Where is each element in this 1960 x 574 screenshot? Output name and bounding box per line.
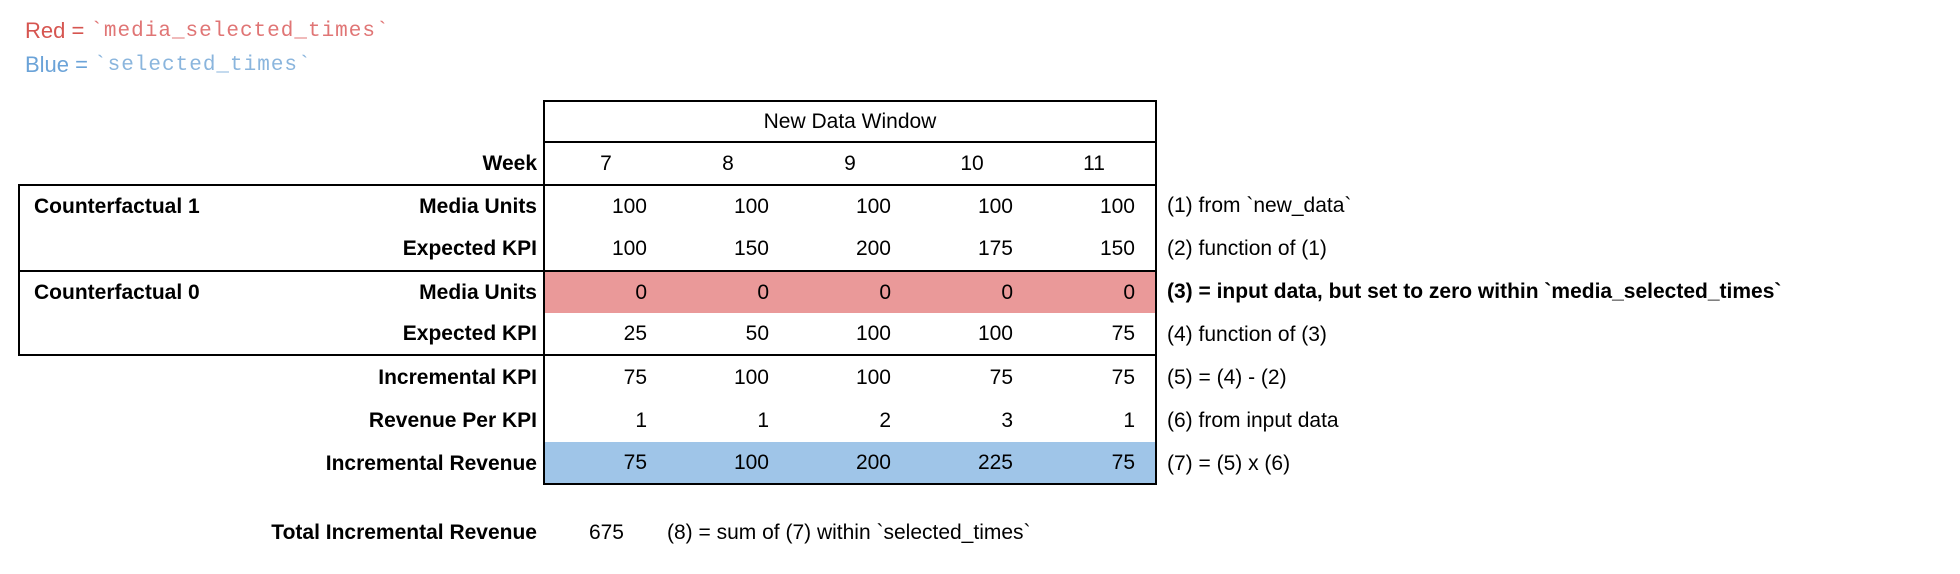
legend-red-line: Red = `media_selected_times` [25,14,390,48]
color-legend: Red = `media_selected_times` Blue = `sel… [25,14,390,82]
counterfactual0-box-top: Counterfactual 0 Media Units [18,270,543,313]
table-cell: 100 [977,194,1013,218]
data-row-block: 100 150 200 175 150 [543,227,1157,270]
row-label: Incremental KPI [378,365,537,389]
table-cell: 100 [855,365,891,389]
row-label: Media Units [419,194,537,218]
table-row-incremental-kpi: Incremental KPI 75 100 100 75 75 (5) = (… [0,356,1960,399]
table-cell: 75 [1111,321,1135,345]
annotation-2: (2) function of (1) [1167,236,1327,260]
legend-red-label: Red = [25,18,85,43]
table-cell: 100 [855,321,891,345]
label-cell: Expected KPI [0,313,543,356]
week-header: 7 [600,151,612,175]
selected-times-highlight-row: 75 100 200 225 75 [543,442,1157,485]
annotation-empty [1157,100,1960,143]
table-cell: 175 [977,236,1013,260]
window-header-label: New Data Window [763,109,937,133]
total-incremental-revenue-row: Total Incremental Revenue 675 (8) = sum … [0,511,1960,555]
table-cell: 0 [757,280,769,304]
table-cell: 1 [757,408,769,432]
table-cell: 2 [879,408,891,432]
table-cell: 75 [1111,365,1135,389]
week-numbers-block: 7 8 9 10 11 [543,143,1157,184]
annotation-7: (7) = (5) x (6) [1167,451,1291,475]
table-cell: 200 [855,236,891,260]
legend-blue-label: Blue = [25,52,88,77]
section-label-counterfactual-0: Counterfactual 0 [34,280,200,304]
table-cell: 75 [1111,450,1135,474]
table-cell: 75 [623,365,647,389]
table-cell: 25 [623,321,647,345]
legend-red-code: `media_selected_times` [90,19,390,43]
table-cell: 100 [855,194,891,218]
table-cell: 1 [1123,408,1135,432]
annotation-1: (1) from `new_data` [1167,193,1352,217]
week-header: 8 [722,151,734,175]
table-cell: 200 [855,450,891,474]
total-label: Total Incremental Revenue [271,521,537,544]
label-cell: Expected KPI [0,227,543,270]
empty-label-cell [0,100,543,143]
annotation-empty [1157,143,1960,184]
legend-blue-line: Blue = `selected_times` [25,48,390,82]
annotation-4: (4) function of (3) [1167,322,1327,346]
data-row-block: 1 1 2 3 1 [543,399,1157,442]
data-row-block: 100 100 100 100 100 [543,184,1157,227]
row-label: Media Units [419,280,537,304]
window-header-block: New Data Window [543,100,1157,143]
table-cell: 0 [1001,280,1013,304]
annotation-6: (6) from input data [1167,408,1339,432]
table-row-cf0-media-units: Counterfactual 0 Media Units 0 0 0 0 0 (… [0,270,1960,313]
week-header: 9 [844,151,856,175]
counterfactual1-box-top: Counterfactual 1 Media Units [18,184,543,227]
row-label: Expected KPI [402,236,537,260]
table-row-revenue-per-kpi: Revenue Per KPI 1 1 2 3 1 (6) from input… [0,399,1960,442]
table-cell: 100 [611,194,647,218]
total-value: 675 [588,521,624,544]
annotation-8: (8) = sum of (7) within `selected_times` [667,521,1031,544]
table-cell: 75 [989,365,1013,389]
table-cell: 150 [733,236,769,260]
data-row-block: 75 100 100 75 75 [543,356,1157,399]
week-header: 10 [960,151,984,175]
counterfactual0-box-bottom: Expected KPI [18,313,543,356]
table-cell: 50 [745,321,769,345]
table-cell: 0 [635,280,647,304]
table-cell: 100 [733,365,769,389]
table-cell: 100 [611,236,647,260]
label-cell: Counterfactual 1 Media Units [0,184,543,227]
table-cell: 0 [1123,280,1135,304]
week-row-label: Week [482,151,537,175]
table-cell: 1 [635,408,647,432]
table-row-weeks: Week 7 8 9 10 11 [0,143,1960,184]
row-label: Incremental Revenue [325,451,537,475]
row-label: Revenue Per KPI [368,408,537,432]
table-cell: 100 [977,321,1013,345]
table-row-cf1-expected-kpi: Expected KPI 100 150 200 175 150 (2) fun… [0,227,1960,270]
data-row-block: 25 50 100 100 75 [543,313,1157,356]
table-cell: 3 [1001,408,1013,432]
media-selected-times-highlight-row: 0 0 0 0 0 [543,270,1157,313]
table-row-cf0-expected-kpi: Expected KPI 25 50 100 100 75 (4) functi… [0,313,1960,356]
table-row-window-header: New Data Window [0,100,1960,143]
table-row-cf1-media-units: Counterfactual 1 Media Units 100 100 100… [0,184,1960,227]
table-cell: 0 [879,280,891,304]
table-cell: 100 [733,450,769,474]
counterfactual-table: New Data Window Week 7 8 9 10 11 Counter… [0,100,1960,555]
legend-blue-code: `selected_times` [94,53,312,77]
section-label-counterfactual-1: Counterfactual 1 [34,194,200,218]
table-cell: 150 [1099,236,1135,260]
table-cell: 225 [977,450,1013,474]
week-header: 11 [1083,151,1105,175]
annotation-3: (3) = input data, but set to zero within… [1167,279,1782,303]
table-cell: 100 [1099,194,1135,218]
row-label: Expected KPI [402,321,537,345]
table-cell: 75 [623,450,647,474]
annotation-5: (5) = (4) - (2) [1167,365,1287,389]
counterfactual1-box-bottom: Expected KPI [18,227,543,270]
label-cell: Counterfactual 0 Media Units [0,270,543,313]
table-cell: 100 [733,194,769,218]
table-row-incremental-revenue: Incremental Revenue 75 100 200 225 75 (7… [0,442,1960,485]
